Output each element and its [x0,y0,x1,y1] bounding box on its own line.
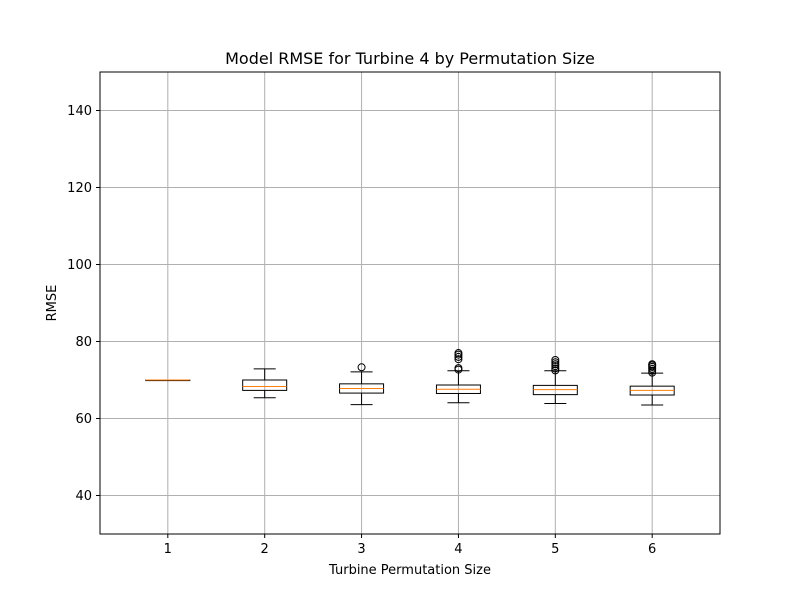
boxes-layer [145,349,675,406]
iqr-box [242,379,288,391]
y-tick-label: 60 [75,412,92,427]
outlier-point [454,352,463,361]
x-tick-label: 3 [357,542,365,557]
outlier-point [454,349,463,358]
x-tick-label: 5 [551,542,559,557]
outlier-point [551,358,560,367]
y-tick-label: 80 [75,335,92,350]
x-tick-label: 1 [164,542,172,557]
box-group-1 [145,379,191,382]
y-tick-label: 40 [75,489,92,504]
x-axis-ticks: 1 2 3 4 5 6 [164,534,656,557]
grid-layer [100,72,720,534]
outlier-point [454,364,463,373]
y-tick-label: 100 [67,258,92,273]
x-axis-label: Turbine Permutation Size [328,563,491,578]
y-tick-label: 140 [67,104,92,119]
box-group-2 [242,368,288,399]
box-group-3 [339,363,385,406]
outlier-point [551,364,560,373]
outlier-point [648,360,657,369]
y-axis-label: RMSE [45,285,60,322]
box-group-6 [629,360,675,406]
box-group-5 [532,355,578,404]
outlier-point [454,355,463,364]
chart-title: Model RMSE for Turbine 4 by Permutation … [225,49,595,68]
box-group-4 [435,349,481,404]
y-tick-label: 120 [67,181,92,196]
outlier-point [357,363,366,372]
axes-frame [99,71,721,535]
x-tick-label: 6 [648,542,656,557]
plot-area [99,71,721,535]
outlier-point [551,355,560,364]
y-axis-ticks: 40 60 80 100 120 140 [67,104,100,504]
x-tick-label: 2 [261,542,269,557]
x-tick-label: 4 [454,542,462,557]
